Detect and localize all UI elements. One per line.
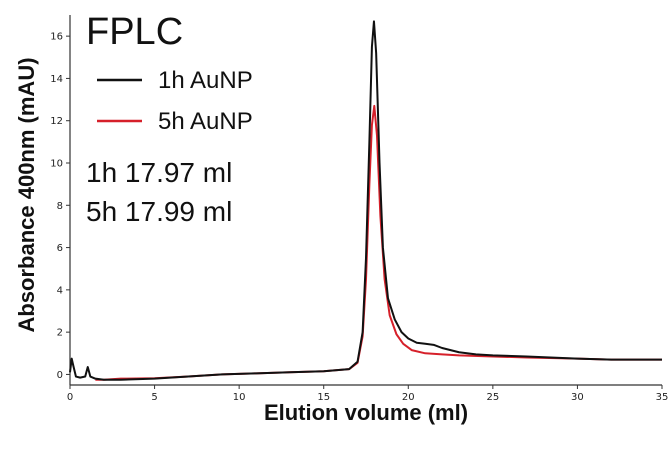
legend: 1h AuNP 5h AuNP (97, 67, 253, 135)
y-tick-label: 6 (57, 243, 63, 254)
annotation-5h-peak: 5h 17.99 ml (86, 196, 232, 227)
y-tick-label: 8 (57, 201, 63, 212)
legend-label-1h: 1h AuNP (158, 67, 253, 94)
x-tick-label: 0 (67, 392, 73, 403)
legend-label-5h: 5h AuNP (158, 108, 253, 135)
x-tick-label: 5 (151, 392, 157, 403)
x-tick-label: 20 (402, 392, 415, 403)
x-tick-label: 30 (571, 392, 584, 403)
y-ticks: 0 2 4 6 8 10 12 14 16 (50, 32, 70, 381)
x-tick-label: 10 (233, 392, 246, 403)
chart-title: FPLC (86, 11, 183, 53)
series-layer (69, 20, 662, 381)
y-tick-label: 4 (57, 285, 63, 296)
y-tick-label: 12 (50, 116, 63, 127)
x-axis-title: Elution volume (ml) (264, 400, 468, 425)
y-tick-label: 10 (50, 159, 63, 170)
y-tick-label: 2 (57, 328, 63, 339)
y-axis-title: Absorbance 400nm (mAU) (14, 57, 39, 332)
x-tick-label: 15 (317, 392, 330, 403)
y-tick-label: 0 (57, 370, 63, 381)
y-tick-label: 16 (50, 32, 63, 43)
x-tick-label: 25 (486, 392, 499, 403)
x-tick-label: 35 (656, 392, 669, 403)
y-tick-label: 14 (50, 74, 63, 85)
x-ticks: 0 5 10 15 20 25 30 35 (67, 385, 669, 403)
annotation-1h-peak: 1h 17.97 ml (86, 157, 232, 188)
series-line-1h-aunp (69, 20, 662, 381)
